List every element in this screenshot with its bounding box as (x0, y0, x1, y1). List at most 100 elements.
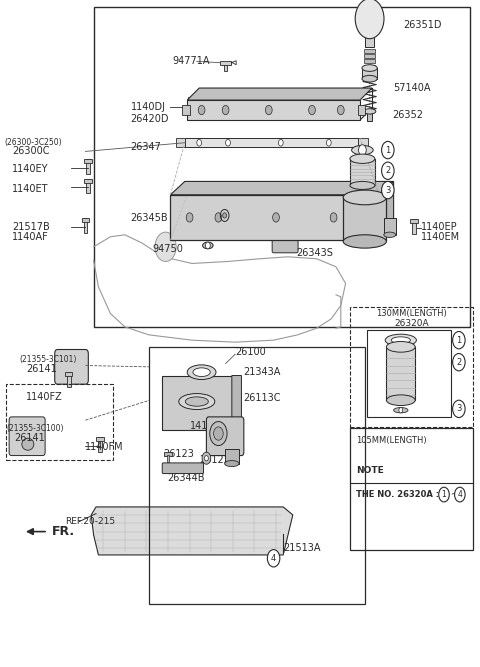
Text: 1140EM: 1140EM (421, 232, 460, 241)
Circle shape (330, 213, 337, 222)
Circle shape (186, 213, 193, 222)
Circle shape (453, 400, 465, 418)
Bar (162, 376, 232, 430)
Ellipse shape (179, 394, 215, 410)
Bar (170, 195, 379, 240)
Bar (343, 197, 386, 241)
Ellipse shape (203, 242, 213, 249)
Bar (65, 372, 72, 376)
Bar (187, 100, 360, 120)
Bar (6, 384, 113, 460)
Circle shape (202, 452, 211, 464)
Text: 1140AF: 1140AF (12, 232, 49, 241)
Text: 21517B: 21517B (12, 223, 50, 232)
FancyBboxPatch shape (9, 417, 45, 456)
Circle shape (210, 422, 227, 446)
Bar (86, 179, 90, 193)
Bar (365, 29, 374, 47)
Circle shape (265, 105, 272, 115)
Circle shape (214, 427, 223, 440)
Text: 21513A: 21513A (283, 544, 321, 553)
Text: THE NO. 26320A :: THE NO. 26320A : (356, 490, 439, 499)
Text: 21343A: 21343A (243, 367, 280, 376)
Circle shape (382, 141, 394, 159)
Bar (96, 437, 104, 441)
Text: 94771A: 94771A (173, 57, 210, 66)
Text: 26420D: 26420D (131, 114, 169, 123)
Text: 26345B: 26345B (131, 213, 168, 223)
Text: 1140DJ: 1140DJ (131, 102, 166, 111)
Text: 26300C: 26300C (12, 147, 49, 156)
Bar (358, 138, 368, 147)
Bar (358, 105, 365, 115)
Text: 26352: 26352 (393, 110, 424, 119)
Circle shape (198, 105, 205, 115)
Text: (26300-3C250): (26300-3C250) (5, 137, 62, 147)
Text: 4: 4 (271, 554, 276, 563)
Bar (86, 159, 90, 174)
Text: 3: 3 (385, 185, 391, 195)
Ellipse shape (350, 154, 375, 163)
Bar (384, 218, 396, 235)
Circle shape (337, 105, 344, 115)
FancyBboxPatch shape (206, 417, 244, 456)
Text: 26351D: 26351D (403, 20, 442, 29)
Ellipse shape (343, 190, 386, 205)
Circle shape (399, 408, 403, 413)
Bar (367, 330, 451, 417)
Text: 26123: 26123 (163, 449, 194, 458)
Ellipse shape (385, 334, 416, 346)
Text: 2: 2 (456, 358, 461, 367)
Text: 26347: 26347 (131, 143, 161, 152)
Polygon shape (170, 181, 394, 195)
Text: 1: 1 (456, 336, 461, 345)
Circle shape (455, 488, 465, 502)
Circle shape (204, 456, 208, 461)
FancyBboxPatch shape (162, 463, 204, 474)
Circle shape (453, 354, 465, 371)
Text: 26141: 26141 (26, 364, 57, 374)
Ellipse shape (185, 397, 208, 406)
Bar (164, 452, 172, 456)
Text: NOTE: NOTE (356, 466, 384, 475)
Ellipse shape (363, 109, 376, 114)
Bar (224, 65, 227, 71)
Text: 1140EP: 1140EP (421, 223, 457, 232)
Circle shape (222, 105, 229, 115)
Ellipse shape (362, 65, 377, 71)
Bar (84, 218, 87, 233)
Circle shape (215, 213, 222, 222)
Circle shape (382, 162, 394, 179)
Circle shape (453, 331, 465, 349)
Ellipse shape (386, 342, 415, 352)
Circle shape (278, 139, 283, 146)
Text: 3: 3 (456, 404, 462, 414)
Text: REF.20-215: REF.20-215 (65, 517, 115, 526)
Text: 26344B: 26344B (167, 474, 204, 483)
Circle shape (360, 190, 365, 197)
Bar (84, 159, 92, 163)
Text: (21355-3C100): (21355-3C100) (7, 424, 64, 433)
Bar (190, 97, 194, 112)
Text: (21355-3C101): (21355-3C101) (19, 355, 77, 364)
Bar (188, 97, 196, 101)
Ellipse shape (384, 232, 396, 237)
Bar (149, 347, 365, 604)
Text: 4: 4 (457, 490, 462, 499)
Bar (362, 68, 377, 79)
Text: 26100: 26100 (235, 348, 266, 357)
Text: 1140FZ: 1140FZ (26, 392, 63, 402)
Text: 14130: 14130 (190, 421, 220, 430)
Text: 1140FM: 1140FM (85, 442, 124, 452)
Ellipse shape (362, 75, 377, 82)
Ellipse shape (350, 181, 375, 189)
Circle shape (273, 213, 279, 222)
Ellipse shape (193, 368, 210, 376)
Text: 105MM(LENGTH): 105MM(LENGTH) (356, 436, 427, 445)
Circle shape (382, 181, 394, 199)
Text: 1140ET: 1140ET (12, 184, 48, 193)
Bar (167, 455, 169, 462)
Bar (364, 49, 375, 53)
Text: 57140A: 57140A (394, 83, 431, 93)
FancyBboxPatch shape (272, 239, 298, 253)
